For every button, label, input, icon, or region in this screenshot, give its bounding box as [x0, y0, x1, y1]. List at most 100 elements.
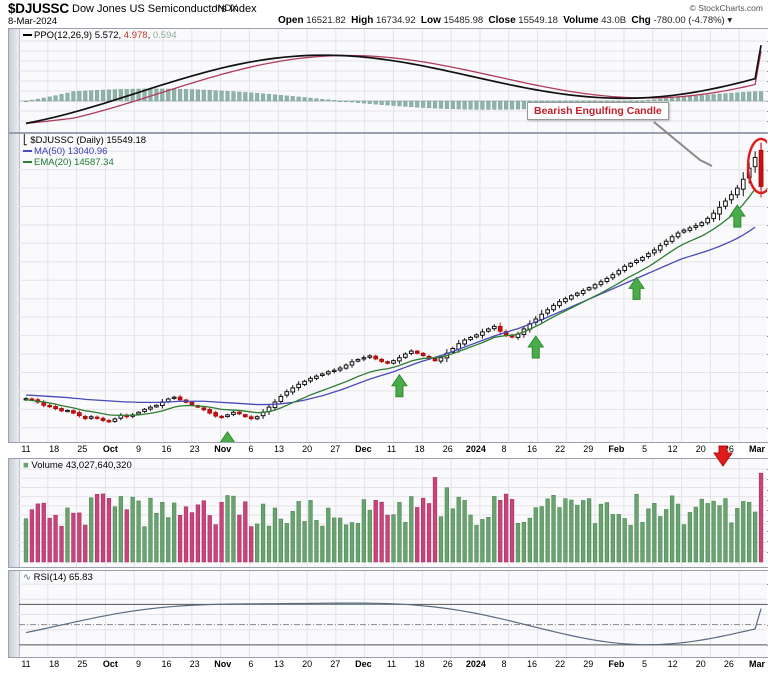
price-legend-main: $DJUSSC (Daily) 15549.18 [30, 135, 147, 146]
x-axis-label: 20 [695, 659, 706, 669]
x-axis-label: 27 [330, 444, 341, 454]
x-axis-label: 8 [501, 444, 507, 454]
x-axis-label: Feb [608, 444, 625, 454]
x-axis-label: Feb [608, 659, 625, 669]
x-axis-label: 18 [414, 659, 425, 669]
x-axis-label: 16 [161, 659, 172, 669]
candlestick-icon: ⎣ [23, 135, 28, 146]
x-axis-bottom: 11 18 25 Oct 9 16 23 Nov 6 13 20 27 Dec 11 18 26 2024 8 16… [8, 659, 768, 674]
x-axis-label: 16 [161, 444, 172, 454]
x-axis-label: 29 [583, 659, 594, 669]
x-axis-label: Nov [214, 659, 232, 669]
x-axis-label: 9 [135, 444, 141, 454]
volume-plot [9, 459, 767, 567]
rsi-legend-label: RSI(14) 65.83 [33, 572, 93, 583]
high-value: 16734.92 [375, 15, 416, 26]
ppo-line-swatch [23, 34, 32, 37]
volume-label: Volume [563, 15, 599, 26]
x-axis-label: 16 [527, 659, 538, 669]
close-label: Close [488, 15, 516, 26]
close-value: 15549.18 [518, 15, 558, 26]
x-axis-top: 11 18 25 Oct 9 16 23 Nov 6 13 20 27 Dec 11 18 26 2024 8 16… [8, 444, 768, 459]
x-axis-label: 13 [274, 444, 285, 454]
price-legend: ⎣ $DJUSSC (Daily) 15549.18 MA(50) 13040.… [23, 135, 146, 168]
rsi-line-icon: ∿ [23, 572, 31, 583]
ma50-swatch [23, 150, 32, 153]
x-axis-label: 20 [302, 659, 313, 669]
volume-legend-label: Volume 43,027,640,320 [31, 460, 132, 471]
x-axis-label: Mar [748, 444, 766, 454]
price-legend-ma50-row: MA(50) 13040.96 [23, 146, 146, 157]
rsi-plot [9, 571, 767, 657]
x-axis-label: Oct [102, 659, 118, 669]
x-axis-label: 18 [49, 659, 60, 669]
symbol-name: Dow Jones US Semiconductors Index [72, 3, 257, 15]
price-legend-ma50: MA(50) 13040.96 [34, 146, 108, 157]
volume-value: 43.0B [601, 15, 627, 26]
rsi-panel: ∿ RSI(14) 65.83 90705030 [8, 570, 768, 658]
ppo-value-3: 0.594 [152, 30, 177, 41]
x-axis-label: 25 [77, 444, 88, 454]
x-axis-label: 8 [501, 659, 507, 669]
x-axis-label: 18 [414, 444, 425, 454]
x-axis-label: 20 [302, 444, 313, 454]
x-axis-label: 23 [189, 444, 200, 454]
price-legend-ema20-row: EMA(20) 14587.34 [23, 157, 146, 168]
red-down-arrow-marker [713, 445, 733, 467]
x-axis-label: 26 [723, 659, 734, 669]
x-axis-label: Mar [748, 659, 766, 669]
symbol-ticker: $DJUSSC [8, 1, 69, 16]
quote-bar: Open 16521.82 High 16734.92 Low 15485.98… [278, 15, 732, 26]
bearish-engulfing-annotation: Bearish Engulfing Candle [527, 102, 669, 120]
ema20-swatch [23, 161, 32, 164]
chg-label: Chg [631, 15, 651, 26]
x-axis-label: 22 [555, 444, 566, 454]
rsi-legend: ∿ RSI(14) 65.83 [23, 572, 93, 583]
x-axis-label: 11 [21, 444, 31, 454]
x-axis-label: Dec [355, 659, 372, 669]
ppo-value-1: 5.572 [94, 30, 119, 41]
x-axis-label: 27 [330, 659, 341, 669]
x-axis-label: 13 [274, 659, 285, 669]
open-label: Open [278, 15, 304, 26]
volume-panel: ■ Volume 43,027,640,320 45B40B35B30B25B2… [8, 458, 768, 568]
low-label: Low [420, 15, 441, 26]
x-axis-label: 23 [189, 659, 200, 669]
chart-header: $DJUSSC Dow Jones US Semiconductors Inde… [0, 0, 768, 28]
ppo-panel: PPO(12,26,9) 5.572, 4.978, 0.594 6543210… [8, 28, 768, 133]
x-axis-label: 22 [555, 659, 566, 669]
x-axis-label: 11 [21, 659, 31, 669]
x-axis-label: Oct [102, 444, 118, 454]
ppo-legend: PPO(12,26,9) 5.572, 4.978, 0.594 [23, 30, 177, 41]
x-axis-label: 16 [527, 444, 538, 454]
x-axis-label: 20 [695, 444, 706, 454]
ppo-value-2: 4.978 [123, 30, 148, 41]
volume-legend: ■ Volume 43,027,640,320 [23, 460, 132, 471]
x-axis-label: 26 [442, 659, 453, 669]
x-axis-label: 9 [135, 659, 141, 669]
volume-bars-icon: ■ [23, 460, 29, 471]
x-axis-label: 12 [667, 444, 678, 454]
x-axis-label: Dec [355, 444, 372, 454]
x-axis-label: 12 [667, 659, 678, 669]
chg-value: -780.00 (-4.78%) ▾ [653, 15, 733, 26]
x-axis-label: 26 [442, 444, 453, 454]
chart-date: 8-Mar-2024 [8, 16, 58, 27]
x-axis-label: 5 [642, 444, 648, 454]
stockcharts-watermark: © StockCharts.com [689, 3, 763, 13]
price-plot [9, 134, 767, 442]
x-axis-label: Nov [214, 444, 232, 454]
x-axis-label: 6 [248, 659, 254, 669]
x-axis-label: 2024 [465, 659, 486, 669]
x-axis-label: 18 [49, 444, 60, 454]
x-axis-label: 11 [386, 444, 397, 454]
x-axis-label: 5 [642, 659, 648, 669]
open-value: 16521.82 [306, 15, 346, 26]
price-legend-ema20: EMA(20) 14587.34 [34, 157, 114, 168]
symbol-exchange: INDX [215, 3, 238, 14]
x-axis-label: 6 [248, 444, 254, 454]
x-axis-label: 2024 [465, 444, 486, 454]
x-axis-label: 26 [723, 444, 734, 454]
